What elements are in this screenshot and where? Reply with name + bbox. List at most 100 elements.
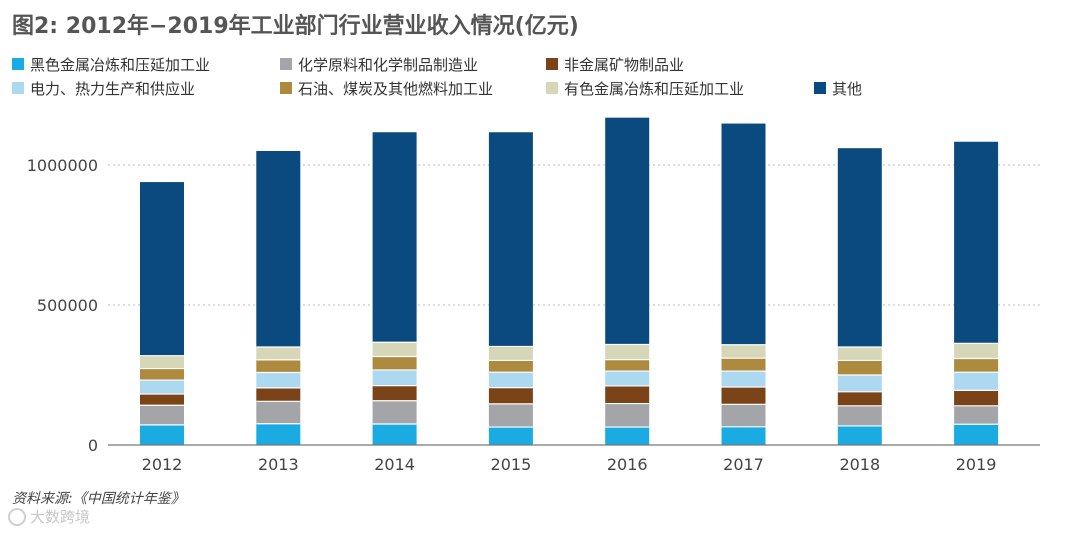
legend-label-petroleum: 石油、煤炭及其他燃料加工业: [298, 79, 494, 98]
chart-legend: 黑色金属冶炼和压延加工业 化学原料和化学制品制造业 非金属矿物制品业 电力、热力…: [12, 52, 1072, 100]
legend-swatch-power: [12, 82, 24, 94]
y-tick-label: 0: [88, 436, 98, 455]
x-tick-label: 2016: [607, 455, 648, 474]
source-note: 资料来源:《中国统计年鉴》: [12, 491, 185, 507]
bar-segment: [256, 359, 301, 373]
legend-item-chemical: 化学原料和化学制品制造业: [280, 54, 546, 75]
bar-segment: [605, 371, 650, 386]
legend-row-2: 电力、热力生产和供应业 石油、煤炭及其他燃料加工业 有色金属冶炼和压延加工业 其…: [12, 76, 1072, 100]
legend-label-other: 其他: [832, 79, 863, 98]
bar-segment: [954, 141, 999, 344]
bar-segment: [140, 405, 184, 425]
grid-layer: [108, 164, 1040, 306]
bar-segment: [256, 401, 301, 424]
bar-segment: [372, 342, 417, 357]
bar-segment: [721, 358, 766, 372]
bar-segment: [954, 424, 999, 445]
watermark-text: 大数跨境: [30, 508, 91, 526]
legend-label-power: 电力、热力生产和供应业: [30, 79, 196, 98]
watermark: 大数跨境: [8, 506, 90, 527]
legend-label-nonferrous: 有色金属冶炼和压延加工业: [564, 79, 745, 98]
legend-swatch-petroleum: [280, 82, 292, 94]
legend-label-ferrous: 黑色金属冶炼和压延加工业: [30, 55, 211, 74]
legend-swatch-ferrous: [12, 58, 24, 70]
legend-item-petroleum: 石油、煤炭及其他燃料加工业: [280, 78, 546, 99]
x-tick-label: 2012: [142, 455, 183, 474]
bar-segment: [954, 390, 999, 406]
bar-segment: [954, 405, 999, 425]
bar-segment: [837, 360, 882, 375]
bar-segment: [488, 387, 533, 404]
bar-segment: [140, 424, 184, 445]
x-tick-label: 2019: [956, 455, 997, 474]
y-tick-label: 500000: [37, 296, 98, 315]
bar-segment: [488, 403, 533, 428]
x-tick-label: 2014: [374, 455, 415, 474]
bar-segment: [721, 404, 766, 427]
bar-segment: [372, 369, 417, 386]
legend-item-nonmetal: 非金属矿物制品业: [546, 54, 796, 75]
bar-segment: [256, 387, 301, 402]
stacked-bar-chart: 0 500000 1000000 2012 2013 2014 2015 2016 2017 20…: [27, 117, 1040, 474]
bar-segment: [605, 403, 650, 428]
x-tick-label: 2017: [723, 455, 764, 474]
bar-segment: [372, 356, 417, 370]
bar-segment: [605, 344, 650, 360]
bar-segment: [837, 148, 882, 347]
bar-segment: [954, 343, 999, 359]
x-tick-label: 2015: [491, 455, 532, 474]
bar-segment: [256, 372, 301, 388]
legend-swatch-other: [814, 82, 826, 94]
bar-segment: [140, 182, 184, 356]
bar-segment: [605, 117, 650, 345]
bar-segment: [954, 372, 999, 391]
bar-segment: [954, 358, 999, 373]
bar-segment: [837, 347, 882, 361]
legend-label-nonmetal: 非金属矿物制品业: [564, 55, 685, 74]
bar-segment: [721, 123, 766, 345]
legend-row-1: 黑色金属冶炼和压延加工业 化学原料和化学制品制造业 非金属矿物制品业: [12, 52, 1072, 76]
bar-segment: [140, 355, 184, 369]
chart-title: 图2: 2012年−2019年工业部门行业营业收入情况(亿元): [12, 14, 579, 39]
bar-segment: [721, 426, 766, 445]
bar-segment: [837, 391, 882, 406]
legend-swatch-nonmetal: [546, 58, 558, 70]
legend-label-chemical: 化学原料和化学制品制造业: [298, 55, 479, 74]
bar-segment: [605, 427, 650, 445]
legend-swatch-chemical: [280, 58, 292, 70]
bar-segment: [140, 394, 184, 406]
bar-segment: [721, 371, 766, 388]
bar-segment: [837, 375, 882, 392]
legend-swatch-nonferrous: [546, 82, 558, 94]
legend-item-nonferrous: 有色金属冶炼和压延加工业: [546, 78, 814, 99]
bar-segment: [488, 132, 533, 347]
bar-segment: [837, 405, 882, 426]
bar-segment: [372, 385, 417, 401]
bar-segment: [256, 423, 301, 445]
bar-segment: [256, 347, 301, 360]
y-tick-label: 1000000: [27, 156, 98, 175]
bar-segment: [372, 400, 417, 424]
bar-segment: [488, 360, 533, 373]
bar-segment: [488, 346, 533, 361]
bar-segment: [140, 380, 184, 395]
legend-item-other: 其他: [814, 78, 862, 99]
bar-layer: [140, 117, 999, 445]
bar-segment: [605, 385, 650, 404]
axis-layer: 0 500000 1000000 2012 2013 2014 2015 2016 2017 20…: [27, 156, 1040, 474]
bar-segment: [372, 132, 417, 343]
bar-segment: [721, 387, 766, 405]
x-tick-label: 2018: [839, 455, 880, 474]
bar-segment: [721, 344, 766, 359]
bar-segment: [256, 151, 301, 347]
bar-segment: [605, 359, 650, 372]
x-tick-label: 2013: [258, 455, 299, 474]
bar-segment: [372, 424, 417, 445]
bar-segment: [140, 368, 184, 381]
bar-segment: [837, 425, 882, 445]
legend-item-ferrous: 黑色金属冶炼和压延加工业: [12, 54, 280, 75]
bar-segment: [488, 427, 533, 445]
bar-segment: [488, 372, 533, 388]
watermark-logo-icon: [8, 507, 26, 526]
legend-item-power: 电力、热力生产和供应业: [12, 78, 280, 99]
